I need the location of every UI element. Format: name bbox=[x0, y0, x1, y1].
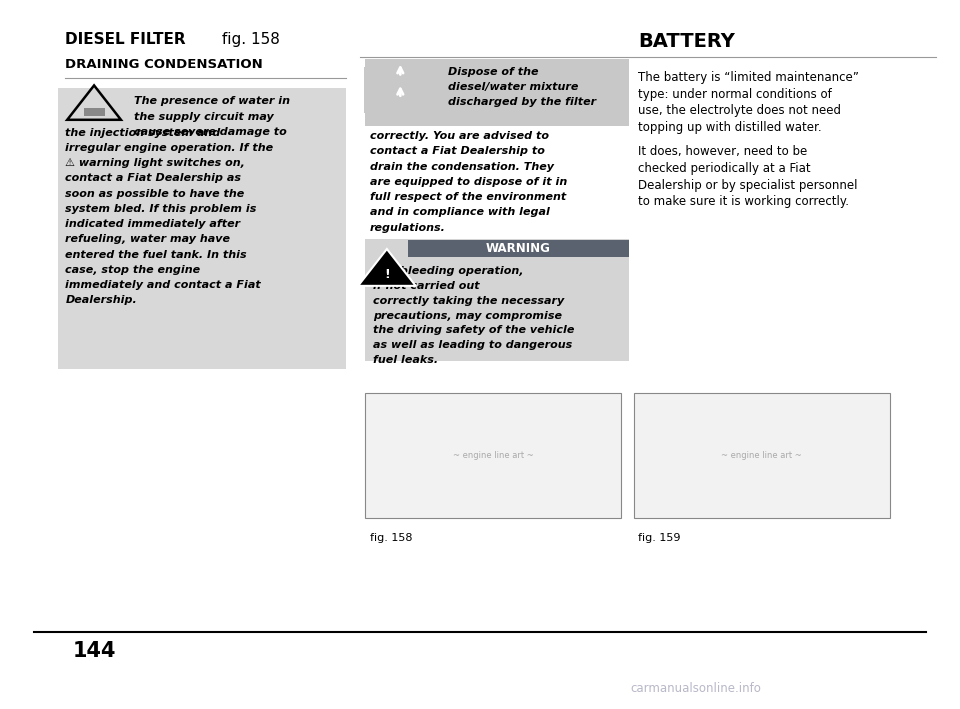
Text: carmanualsonline.info: carmanualsonline.info bbox=[631, 682, 761, 695]
Text: ~ engine line art ~: ~ engine line art ~ bbox=[452, 451, 534, 460]
FancyBboxPatch shape bbox=[365, 59, 629, 126]
Text: fig. 158: fig. 158 bbox=[217, 32, 279, 47]
Text: fig. 159: fig. 159 bbox=[638, 533, 681, 543]
FancyBboxPatch shape bbox=[84, 108, 105, 116]
Text: discharged by the filter: discharged by the filter bbox=[448, 97, 596, 107]
Text: !: ! bbox=[384, 268, 390, 281]
Polygon shape bbox=[67, 85, 121, 120]
Text: fuel leaks.: fuel leaks. bbox=[373, 355, 439, 365]
Text: contact a Fiat Dealership as: contact a Fiat Dealership as bbox=[65, 174, 241, 184]
FancyBboxPatch shape bbox=[364, 67, 437, 113]
Text: DRAINING CONDENSATION: DRAINING CONDENSATION bbox=[65, 58, 263, 71]
Text: 144: 144 bbox=[72, 641, 116, 661]
FancyBboxPatch shape bbox=[634, 393, 890, 518]
Text: correctly. You are advised to: correctly. You are advised to bbox=[370, 131, 548, 141]
Text: The bleeding operation,: The bleeding operation, bbox=[373, 266, 524, 276]
Text: cause severe damage to: cause severe damage to bbox=[134, 127, 287, 137]
Text: system bled. If this problem is: system bled. If this problem is bbox=[65, 204, 256, 214]
Text: checked periodically at a Fiat: checked periodically at a Fiat bbox=[638, 162, 811, 175]
FancyBboxPatch shape bbox=[365, 239, 629, 361]
FancyBboxPatch shape bbox=[408, 240, 629, 257]
FancyBboxPatch shape bbox=[365, 393, 621, 518]
Text: topping up with distilled water.: topping up with distilled water. bbox=[638, 121, 822, 134]
Text: indicated immediately after: indicated immediately after bbox=[65, 219, 240, 229]
Text: soon as possible to have the: soon as possible to have the bbox=[65, 189, 245, 199]
Text: The battery is “limited maintenance”: The battery is “limited maintenance” bbox=[638, 71, 859, 84]
Text: the driving safety of the vehicle: the driving safety of the vehicle bbox=[373, 325, 575, 335]
Text: to make sure it is working correctly.: to make sure it is working correctly. bbox=[638, 195, 850, 208]
Polygon shape bbox=[358, 249, 416, 286]
Text: as well as leading to dangerous: as well as leading to dangerous bbox=[373, 340, 573, 350]
Text: correctly taking the necessary: correctly taking the necessary bbox=[373, 296, 564, 306]
Text: ~ engine line art ~: ~ engine line art ~ bbox=[721, 451, 803, 460]
Text: DIESEL FILTER: DIESEL FILTER bbox=[65, 32, 186, 47]
Text: precautions, may compromise: precautions, may compromise bbox=[373, 311, 563, 320]
Text: It does, however, need to be: It does, however, need to be bbox=[638, 145, 807, 158]
Text: are equipped to dispose of it in: are equipped to dispose of it in bbox=[370, 177, 566, 187]
Text: if not carried out: if not carried out bbox=[373, 281, 480, 291]
Text: The presence of water in: The presence of water in bbox=[134, 96, 290, 106]
FancyBboxPatch shape bbox=[58, 88, 346, 369]
Text: ⚠ warning light switches on,: ⚠ warning light switches on, bbox=[65, 158, 245, 168]
Text: full respect of the environment: full respect of the environment bbox=[370, 192, 565, 202]
Text: WARNING: WARNING bbox=[486, 242, 551, 255]
Text: fig. 158: fig. 158 bbox=[370, 533, 412, 543]
Text: type: under normal conditions of: type: under normal conditions of bbox=[638, 87, 832, 101]
Text: case, stop the engine: case, stop the engine bbox=[65, 265, 201, 275]
Text: BATTERY: BATTERY bbox=[638, 32, 735, 51]
Text: irregular engine operation. If the: irregular engine operation. If the bbox=[65, 143, 274, 153]
Text: Dealership.: Dealership. bbox=[65, 296, 137, 306]
Text: entered the fuel tank. In this: entered the fuel tank. In this bbox=[65, 250, 247, 259]
Text: Dispose of the: Dispose of the bbox=[448, 67, 539, 77]
Text: contact a Fiat Dealership to: contact a Fiat Dealership to bbox=[370, 147, 544, 157]
Text: immediately and contact a Fiat: immediately and contact a Fiat bbox=[65, 280, 261, 290]
Text: refueling, water may have: refueling, water may have bbox=[65, 234, 230, 245]
Text: the supply circuit may: the supply circuit may bbox=[134, 112, 275, 122]
Text: and in compliance with legal: and in compliance with legal bbox=[370, 207, 549, 218]
Text: use, the electrolyte does not need: use, the electrolyte does not need bbox=[638, 104, 841, 117]
Text: Dealership or by specialist personnel: Dealership or by specialist personnel bbox=[638, 179, 858, 191]
Text: regulations.: regulations. bbox=[370, 223, 445, 233]
Text: the injection system and: the injection system and bbox=[65, 128, 221, 138]
Text: drain the condensation. They: drain the condensation. They bbox=[370, 162, 554, 172]
Text: diesel/water mixture: diesel/water mixture bbox=[448, 82, 579, 92]
